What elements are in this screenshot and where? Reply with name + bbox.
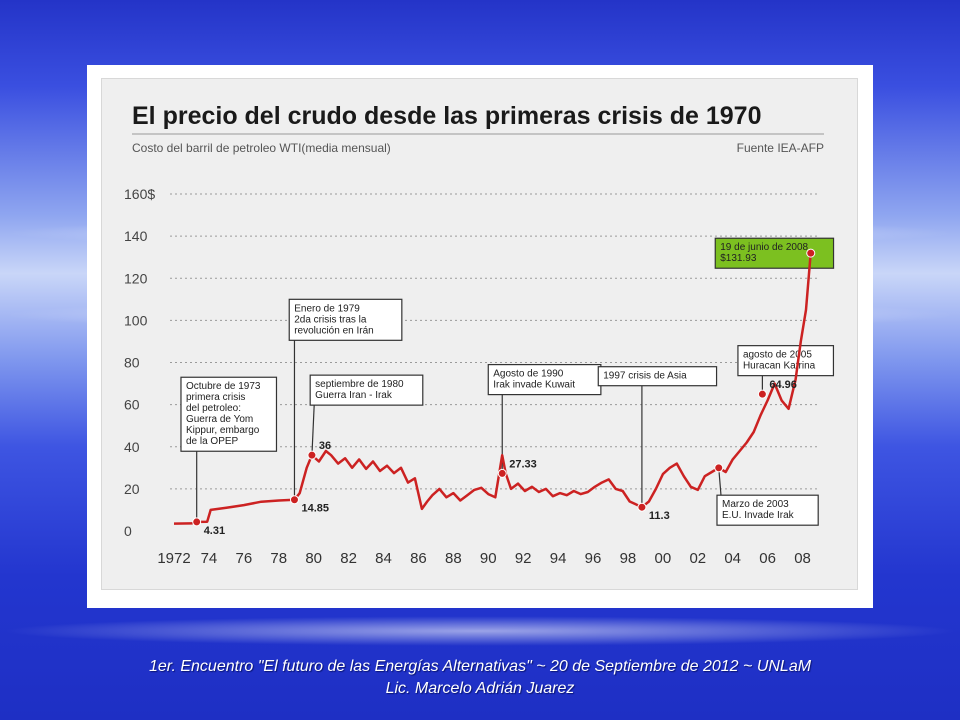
x-tick-label: 86	[410, 550, 427, 567]
annotation-text: Marzo de 2003	[722, 499, 789, 510]
annotation-leader	[311, 405, 315, 456]
annotation-text: Guerra de Yom	[186, 414, 253, 425]
annotation-text: Agosto de 1990	[493, 369, 563, 380]
x-tick-label: 00	[655, 550, 672, 567]
annotation-box	[716, 494, 819, 526]
annotation-box	[737, 345, 835, 377]
x-tick-label: 80	[305, 550, 322, 567]
x-tick-label: 06	[759, 550, 776, 567]
data-point	[497, 468, 507, 478]
annotation-text: Huracan Katrina	[743, 361, 816, 372]
data-label: 64.96	[769, 379, 797, 391]
footer-line-2: Lic. Marcelo Adrián Juarez	[385, 680, 575, 697]
annotation-text: 19 de junio de 2008	[720, 242, 808, 253]
annotation-text: primera crisis	[186, 392, 245, 403]
annotation-text: Kippur, embargo	[186, 425, 260, 436]
annotation-box	[309, 374, 424, 406]
y-tick-label: 140	[124, 228, 148, 244]
chart-frame: El precio del crudo desde las primeras c…	[101, 78, 858, 590]
annotation-text: de la OPEP	[186, 436, 239, 447]
x-tick-label: 76	[235, 550, 252, 567]
y-tick-label: 40	[124, 439, 140, 455]
annotation-text: $131.93	[720, 253, 757, 264]
x-tick-label: 04	[724, 550, 741, 567]
annotation-box	[180, 376, 278, 452]
annotation-text: Guerra Iran - Irak	[315, 390, 393, 401]
y-tick-label: 20	[124, 481, 140, 497]
x-tick-label: 74	[201, 550, 218, 567]
x-tick-label: 92	[515, 550, 532, 567]
annotation-text: agosto de 2005	[743, 350, 812, 361]
y-tick-label: 80	[124, 355, 140, 371]
x-tick-label: 08	[794, 550, 811, 567]
y-tick-label: 120	[124, 270, 148, 286]
x-tick-label: 02	[689, 550, 706, 567]
annotation-text: Irak invade Kuwait	[493, 380, 575, 391]
x-tick-label: 96	[585, 550, 602, 567]
oil-price-chart: El precio del crudo desde las primeras c…	[124, 102, 835, 567]
chart-source: Fuente IEA-AFP	[737, 141, 824, 155]
y-tick-label: 60	[124, 397, 140, 413]
annotation-text: revolución en Irán	[294, 325, 374, 336]
annotation-text: 1997 crisis de Asia	[603, 371, 687, 382]
data-point	[307, 450, 317, 460]
annotation-text: 2da crisis tras la	[294, 314, 367, 325]
x-tick-label: 88	[445, 550, 462, 567]
x-tick-label: 84	[375, 550, 392, 567]
data-point	[714, 463, 724, 473]
x-tick-label: 90	[480, 550, 497, 567]
data-point	[806, 248, 816, 258]
x-tick-label: 78	[270, 550, 287, 567]
data-point	[637, 502, 647, 512]
annotation-text: septiembre de 1980	[315, 379, 404, 390]
annotation-box	[288, 298, 403, 341]
x-tick-label: 94	[550, 550, 567, 567]
background-streak	[0, 616, 960, 646]
y-tick-label: 100	[124, 312, 148, 328]
y-tick-label: 0	[124, 523, 132, 539]
data-point	[757, 389, 767, 399]
annotation-box	[597, 366, 718, 387]
data-label: 27.33	[509, 458, 537, 470]
x-tick-label: 82	[340, 550, 357, 567]
y-tick-label: 160$	[124, 186, 155, 202]
annotation-text: E.U. Invade Irak	[722, 510, 795, 521]
annotation-text: Enero de 1979	[294, 303, 360, 314]
x-tick-label: 98	[620, 550, 637, 567]
footer-line-1: 1er. Encuentro "El futuro de las Energía…	[148, 658, 812, 675]
data-label: 36	[319, 440, 331, 452]
data-label: 14.85	[301, 503, 329, 515]
data-label: 11.3	[649, 510, 670, 522]
x-tick-label: 1972	[157, 550, 190, 567]
data-point	[192, 517, 202, 527]
data-label: 4.31	[204, 525, 225, 537]
data-point	[289, 495, 299, 505]
chart-subtitle: Costo del barril de petroleo WTI(media m…	[132, 141, 391, 155]
chart-title: El precio del crudo desde las primeras c…	[132, 102, 761, 130]
annotation-leader	[718, 467, 722, 496]
annotation-text: Octubre de 1973	[186, 381, 261, 392]
annotation-text: del petroleo:	[186, 403, 241, 414]
